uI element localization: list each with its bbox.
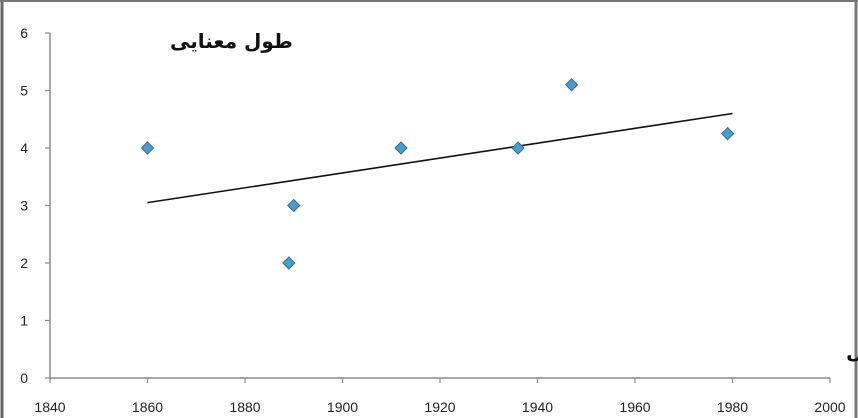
data-point [282,256,296,270]
y-tick-label: 4 [20,140,28,156]
x-tick-label: 1860 [132,399,163,415]
x-tick-label: 1960 [619,399,650,415]
axes [45,32,831,383]
y-tick-label: 6 [20,25,28,41]
x-tick-label: 1880 [229,399,260,415]
x-tick-label: 1980 [717,399,748,415]
trendline [147,112,733,204]
x-tick-label: 1920 [424,399,455,415]
y-tick-label: 0 [20,370,28,386]
data-point [287,198,301,213]
x-tick-label: 2000 [814,399,845,415]
data-point [511,141,525,155]
data-point [140,141,155,155]
trendline-group [147,112,733,204]
x-tick-label: 1900 [327,399,358,415]
data-points [140,78,735,270]
y-tick-label: 2 [20,255,28,271]
y-tick-label: 3 [20,198,28,214]
data-point [564,78,579,92]
tick-labels: 0 1 2 3 4 5 6 1840 1860 1880 1900 1920 1940 1960 1980 2… [20,25,846,415]
y-tick-label: 5 [20,83,28,99]
x-tick-label: 1840 [34,399,65,415]
x-tick-label: 1940 [522,399,553,415]
y-tick-label: 1 [20,313,28,329]
data-point [394,141,408,155]
data-point [720,126,735,141]
y-axis-title: طول معنایی [170,29,293,53]
x-axis-title: سال [846,339,858,363]
